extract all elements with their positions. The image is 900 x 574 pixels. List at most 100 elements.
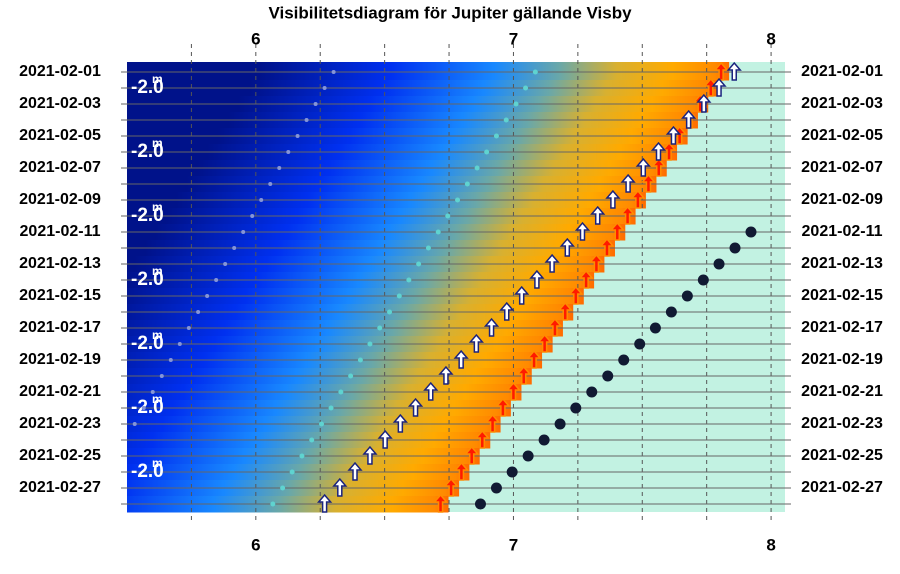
dot xyxy=(295,134,300,138)
arrow xyxy=(590,205,606,225)
arrow xyxy=(407,397,424,417)
arrow xyxy=(599,237,615,257)
dot xyxy=(331,70,336,74)
dot xyxy=(250,214,255,218)
dot xyxy=(141,406,146,410)
dot xyxy=(286,150,291,154)
date-label: 2021-02-21 xyxy=(801,383,883,400)
dot xyxy=(177,342,182,346)
dot xyxy=(484,149,490,155)
dot xyxy=(681,290,693,302)
dot xyxy=(150,390,155,394)
dot xyxy=(186,326,191,330)
arrow xyxy=(316,493,333,513)
chart-title: Visibilitetsdiagram för Jupiter gällande… xyxy=(268,3,632,22)
arrow xyxy=(495,397,511,417)
arrow xyxy=(392,413,408,433)
dot xyxy=(328,405,334,411)
date-label: 2021-02-19 xyxy=(19,351,101,368)
arrow xyxy=(726,61,742,81)
date-label: 2021-02-05 xyxy=(19,127,101,144)
dot xyxy=(132,422,137,426)
dot xyxy=(697,274,709,286)
magnitude-unit: m xyxy=(152,264,163,278)
magnitude-label: -2.0 xyxy=(131,461,164,482)
dot xyxy=(532,69,538,75)
magnitude-unit: m xyxy=(152,328,163,342)
arrow xyxy=(620,173,636,193)
x-tick-label: 7 xyxy=(509,535,518,554)
dot xyxy=(214,278,219,282)
arrow xyxy=(438,365,454,385)
date-label: 2021-02-19 xyxy=(801,351,883,368)
x-tick-label: 8 xyxy=(766,29,775,48)
dot xyxy=(289,469,295,475)
dot xyxy=(649,322,661,334)
dot xyxy=(396,293,402,299)
arrow xyxy=(605,189,621,209)
dot xyxy=(268,182,273,186)
dot xyxy=(309,437,315,443)
date-label: 2021-02-25 xyxy=(801,447,883,464)
date-label: 2021-02-03 xyxy=(801,95,883,112)
arrow xyxy=(640,173,657,193)
arrow xyxy=(514,285,530,305)
magnitude-unit: m xyxy=(152,392,163,406)
arrow xyxy=(423,381,439,401)
date-label: 2021-02-03 xyxy=(19,95,101,112)
magnitude-unit: m xyxy=(152,72,163,86)
date-label: 2021-02-01 xyxy=(801,63,883,80)
date-label: 2021-02-15 xyxy=(801,287,883,304)
dot xyxy=(445,213,451,219)
arrow xyxy=(630,189,646,209)
date-label: 2021-02-11 xyxy=(20,223,101,240)
dot xyxy=(299,453,305,459)
arrow xyxy=(362,445,378,465)
arrow xyxy=(557,301,573,321)
date-label: 2021-02-09 xyxy=(19,191,101,208)
dot xyxy=(406,277,412,283)
arrow xyxy=(499,301,515,321)
arrow xyxy=(544,253,560,273)
dot xyxy=(196,310,201,314)
date-label: 2021-02-27 xyxy=(19,479,101,496)
date-label: 2021-02-25 xyxy=(19,447,101,464)
date-label: 2021-02-15 xyxy=(19,287,101,304)
arrow xyxy=(635,157,651,177)
date-label: 2021-02-27 xyxy=(801,479,883,496)
dot xyxy=(586,386,598,398)
dot xyxy=(618,354,630,366)
magnitude-label: -2.0 xyxy=(131,269,164,290)
dot xyxy=(277,166,282,170)
magnitude-label: -2.0 xyxy=(131,333,164,354)
dot xyxy=(313,102,318,106)
dot xyxy=(474,498,486,510)
magnitude-label: -2.0 xyxy=(131,77,164,98)
dot xyxy=(554,418,566,430)
dot xyxy=(713,258,725,270)
date-label: 2021-02-05 xyxy=(801,127,883,144)
row-background xyxy=(127,62,730,81)
magnitude-unit: m xyxy=(152,136,163,150)
arrow xyxy=(453,461,470,481)
date-label: 2021-02-23 xyxy=(19,415,101,432)
dot xyxy=(464,181,470,187)
date-label: 2021-02-07 xyxy=(19,159,101,176)
arrow xyxy=(619,205,636,225)
dot xyxy=(338,389,344,395)
arrow xyxy=(484,413,501,433)
date-label: 2021-02-13 xyxy=(19,255,101,272)
date-label: 2021-02-11 xyxy=(802,223,883,240)
date-label: 2021-02-17 xyxy=(801,319,883,336)
x-tick-label: 6 xyxy=(251,29,260,48)
arrow xyxy=(650,141,667,161)
arrow xyxy=(443,477,459,497)
date-label: 2021-02-21 xyxy=(19,383,101,400)
dot xyxy=(503,117,509,123)
arrow xyxy=(651,157,667,177)
dot xyxy=(506,466,518,478)
dot xyxy=(435,229,441,235)
arrow xyxy=(474,429,490,449)
date-label: 2021-02-17 xyxy=(19,319,101,336)
